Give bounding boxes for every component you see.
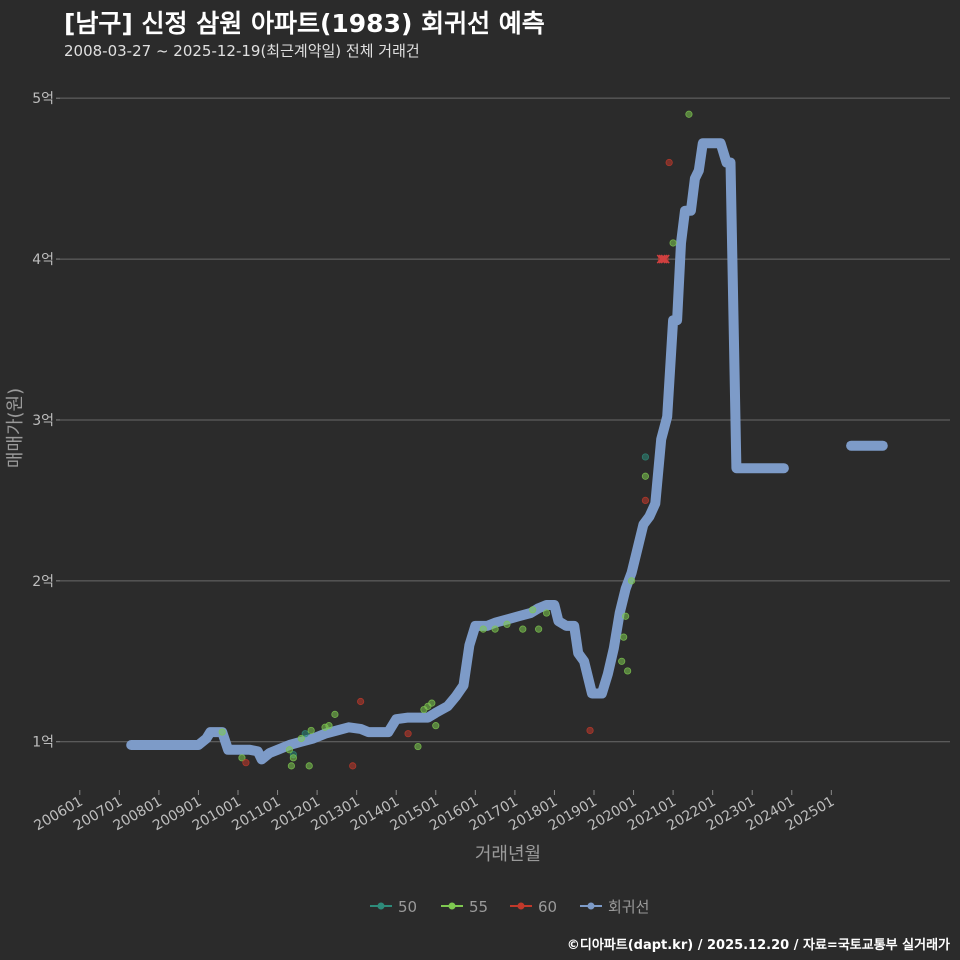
data-point — [618, 657, 626, 665]
data-point — [242, 759, 250, 767]
data-points — [218, 110, 693, 770]
data-point — [285, 746, 294, 754]
legend-label: 60 — [538, 898, 557, 916]
data-point — [479, 625, 487, 633]
legend-marker-50 — [377, 902, 385, 910]
y-tick-label: 3억 — [32, 413, 54, 429]
data-point-marker — [660, 254, 670, 264]
y-tick-label: 4억 — [32, 252, 54, 268]
data-point — [665, 158, 673, 167]
data-point — [685, 110, 693, 118]
legend-marker-55 — [448, 902, 456, 910]
legend-label: 회귀선 — [608, 898, 649, 916]
data-point — [289, 754, 297, 762]
data-point — [357, 697, 365, 706]
data-point-marker — [658, 254, 668, 264]
chart-title: [남구] 신정 삼원 아파트(1983) 회귀선 예측 — [64, 9, 545, 38]
data-point — [586, 726, 594, 735]
y-axis: 1억 2억 3억 4억 5억 — [32, 91, 60, 751]
y-tick-label: 5억 — [32, 91, 54, 107]
data-point — [349, 762, 357, 770]
data-point — [491, 625, 499, 633]
data-point — [218, 728, 226, 736]
data-point — [627, 577, 636, 585]
data-point — [414, 742, 422, 751]
data-point — [535, 625, 543, 633]
data-point — [669, 239, 677, 247]
data-point — [641, 472, 650, 480]
data-point — [428, 699, 436, 707]
legend-marker-회귀선 — [587, 902, 595, 910]
x-axis-title: 거래년월 — [475, 844, 541, 865]
data-point — [325, 722, 333, 730]
data-point — [641, 496, 650, 504]
legend-label: 50 — [398, 898, 417, 916]
data-point — [297, 734, 305, 743]
legend-label: 55 — [469, 898, 488, 916]
data-point — [641, 453, 650, 461]
legend: 50 55 60 회귀선 — [370, 898, 649, 916]
chart-subtitle: 2008-03-27 ~ 2025-12-19(최근계약일) 전체 거래건 — [64, 42, 420, 60]
regression-line — [126, 138, 888, 765]
data-point — [404, 730, 412, 738]
x-axis: 2006012007012008012009012010012011012012… — [31, 790, 837, 834]
data-point — [305, 762, 313, 770]
data-point — [519, 625, 527, 633]
data-point — [624, 667, 632, 675]
data-point — [542, 609, 551, 617]
data-point — [287, 762, 295, 770]
data-point — [620, 633, 628, 641]
data-point — [331, 710, 339, 718]
data-point — [301, 730, 309, 738]
data-point — [503, 620, 511, 628]
y-axis-title: 매매가(원) — [5, 388, 26, 468]
y-tick-label: 2억 — [32, 574, 54, 590]
data-point — [622, 612, 630, 620]
data-point — [238, 754, 246, 762]
data-point — [529, 606, 537, 614]
y-tick-label: 1억 — [32, 735, 54, 751]
grid — [60, 97, 950, 743]
data-point-marker — [656, 254, 666, 264]
legend-marker-60 — [517, 902, 525, 910]
data-point — [307, 726, 315, 735]
source-caption: ©디아파트(dapt.kr) / 2025.12.20 / 자료=국토교통부 실… — [566, 938, 950, 953]
regression-line-segment — [126, 138, 789, 765]
data-point — [432, 722, 440, 730]
